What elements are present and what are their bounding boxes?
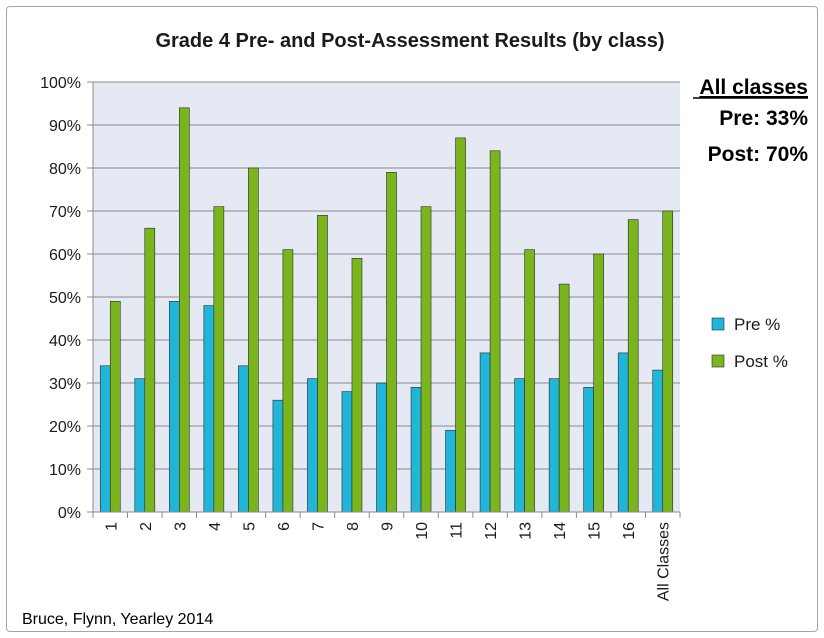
summary-heading: All classes — [699, 76, 808, 99]
x-tick-label: 10 — [414, 522, 431, 540]
legend: Pre % Post % — [711, 315, 788, 371]
bar-post-15 — [593, 253, 604, 513]
y-tick-label: 0% — [58, 505, 81, 522]
x-axis-ticks: 1 2 3 4 5 6 7 8 9 10 11 12 13 14 15 16 All Classes — [92, 512, 681, 601]
y-tick-label: 30% — [49, 376, 81, 393]
bar-pre-14 — [548, 378, 560, 513]
x-tick-label: 6 — [276, 522, 293, 531]
bar-pre-13 — [514, 378, 525, 513]
bar-pre-2 — [134, 378, 146, 513]
bar-post-14 — [558, 283, 570, 513]
bar-post-all-classes — [662, 210, 674, 513]
bar-post-9 — [386, 172, 397, 513]
bar-post-12 — [489, 150, 501, 513]
x-tick-label: 3 — [172, 522, 189, 531]
y-tick-label: 60% — [49, 247, 81, 264]
x-tick-label: 15 — [587, 522, 604, 540]
bar-pre-3 — [169, 300, 180, 513]
bar-pre-5 — [238, 365, 249, 513]
bars — [99, 107, 674, 513]
x-tick-label: 5 — [241, 522, 258, 531]
x-tick-label: 2 — [138, 522, 155, 531]
bar-post-2 — [144, 227, 156, 513]
bar-post-7 — [317, 215, 328, 513]
bar-pre-6 — [272, 399, 284, 513]
x-tick-label: 13 — [518, 522, 535, 540]
y-tick-label: 70% — [49, 204, 81, 221]
bar-post-6 — [282, 249, 294, 513]
bar-post-5 — [248, 167, 259, 513]
y-tick-label: 80% — [49, 161, 81, 178]
bar-post-1 — [109, 300, 121, 513]
y-tick-label: 100% — [40, 75, 81, 92]
y-axis-ticks: 0% 10% 20% 30% 40% 50% 60% 70% 80% 90% 100% — [40, 75, 93, 522]
bar-post-3 — [179, 107, 190, 513]
bar-pre-9 — [376, 382, 387, 513]
bar-post-11 — [455, 137, 466, 513]
bar-post-10 — [420, 206, 432, 513]
x-tick-label: 7 — [310, 522, 327, 531]
bar-pre-11 — [445, 429, 456, 513]
x-tick-label: 8 — [345, 522, 362, 531]
bar-pre-8 — [341, 391, 353, 513]
x-tick-label: All Classes — [656, 522, 673, 601]
summary-post: Post: 70% — [708, 143, 809, 166]
legend-label-pre: Pre % — [734, 315, 780, 334]
bar-pre-7 — [307, 378, 318, 513]
x-tick-label: 11 — [449, 522, 466, 539]
x-tick-label: 4 — [207, 522, 224, 531]
axes — [92, 82, 680, 513]
summary-box: All classes Pre: 33% Post: 70% — [693, 76, 808, 166]
x-tick-label: 1 — [103, 522, 120, 531]
bar-pre-15 — [583, 386, 594, 513]
y-tick-label: 90% — [49, 118, 81, 135]
y-tick-label: 10% — [49, 462, 81, 479]
bar-post-8 — [351, 257, 363, 513]
source-note: Bruce, Flynn, Yearley 2014 — [22, 611, 213, 628]
y-tick-label: 40% — [49, 333, 81, 350]
bar-pre-16 — [617, 352, 629, 513]
summary-pre: Pre: 33% — [719, 107, 808, 130]
y-tick-label: 20% — [49, 419, 81, 436]
x-tick-label: 9 — [380, 522, 397, 531]
bar-pre-1 — [99, 365, 111, 513]
x-tick-label: 14 — [552, 522, 569, 540]
bar-pre-12 — [479, 352, 491, 513]
bar-post-4 — [213, 206, 225, 513]
bar-post-13 — [524, 249, 535, 513]
y-tick-label: 50% — [49, 290, 81, 307]
bar-post-16 — [627, 219, 639, 513]
x-tick-label: 12 — [483, 522, 500, 540]
legend-swatch-post — [711, 354, 725, 368]
bar-pre-10 — [410, 386, 422, 513]
legend-swatch-pre — [711, 317, 725, 331]
bar-pre-all-classes — [652, 369, 664, 513]
legend-label-post: Post % — [734, 352, 788, 371]
chart-title: Grade 4 Pre- and Post-Assessment Results… — [155, 30, 664, 52]
bar-pre-4 — [203, 305, 215, 513]
x-tick-label: 16 — [621, 522, 638, 540]
